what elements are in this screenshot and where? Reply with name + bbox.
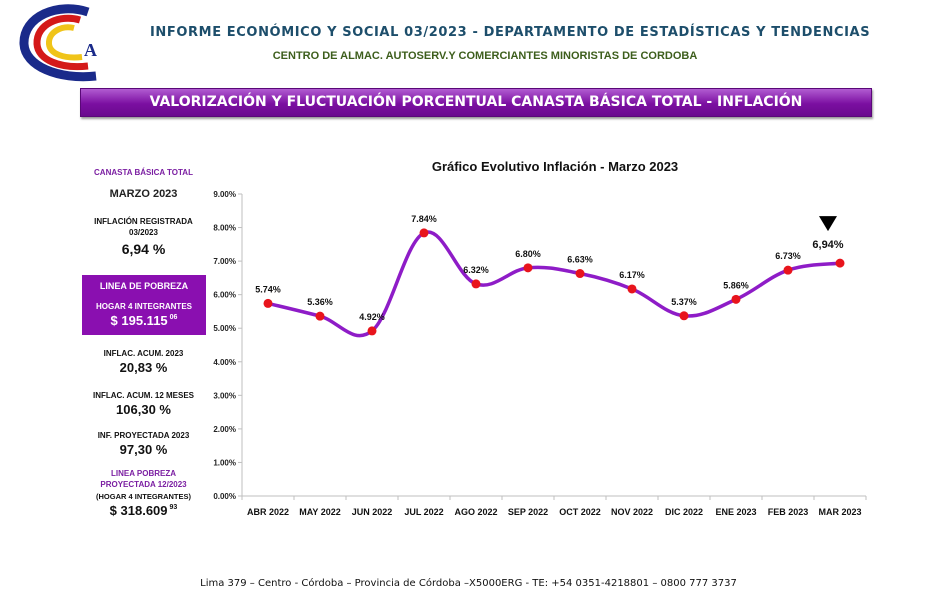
inflacion-label-line1: INFLACIÓN REGISTRADA — [94, 217, 193, 226]
data-point — [471, 279, 481, 289]
canasta-label: CANASTA BÁSICA TOTAL — [94, 168, 193, 177]
pobreza-box: LINEA DE POBREZA HOGAR 4 INTEGRANTES $ 1… — [82, 275, 206, 335]
lp-proy-line2: PROYECTADA 12/2023 — [100, 480, 187, 489]
data-label: 6.32% — [463, 265, 489, 275]
y-tick-label: 4.00% — [213, 358, 236, 367]
lp-proy-label: LINEA POBREZA PROYECTADA 12/2023 — [80, 468, 207, 490]
logo: A — [19, 4, 97, 82]
data-point — [679, 311, 689, 321]
data-label: 5.74% — [255, 284, 281, 294]
logo-letter: A — [84, 40, 97, 60]
y-tick-label: 2.00% — [213, 425, 236, 434]
inflacion-label: INFLACIÓN REGISTRADA 03/2023 — [80, 216, 207, 238]
x-tick-label: OCT 2022 — [559, 507, 601, 517]
data-point — [575, 269, 585, 279]
acum12-label: INFLAC. ACUM. 12 MESES — [92, 391, 195, 400]
pobreza-sub: HOGAR 4 INTEGRANTES — [95, 302, 192, 311]
data-label: 6.80% — [515, 249, 541, 259]
inflation-line-chart: 0.00% 1.00% 2.00% 3.00% 4.00% 5.00% 6.00% 7.00%… — [213, 190, 867, 517]
data-label: 6,94% — [812, 239, 843, 251]
proy-value: 97,30 % — [119, 442, 168, 457]
inflacion-label-line2: 03/2023 — [129, 228, 158, 237]
highlight-arrow-icon — [819, 216, 837, 232]
month-label: MARZO 2023 — [109, 188, 178, 200]
x-tick-label: NOV 2022 — [611, 507, 653, 517]
data-point — [367, 326, 377, 336]
y-tick-label: 5.00% — [213, 324, 236, 333]
x-tick-label: AGO 2022 — [454, 507, 497, 517]
series-line — [266, 230, 842, 338]
lp-proy-value-wrap: $ 318.609 93 — [80, 503, 207, 518]
pobreza-cents: 06 — [169, 314, 178, 321]
x-tick-label: ENE 2023 — [715, 507, 756, 517]
data-point — [731, 294, 741, 304]
x-tick-label: MAY 2022 — [299, 507, 341, 517]
x-tick-label: SEP 2022 — [508, 507, 548, 517]
data-point — [523, 263, 533, 273]
y-tick-label: 8.00% — [213, 224, 236, 233]
data-point — [627, 284, 637, 294]
data-point — [783, 265, 793, 275]
data-label: 6.17% — [619, 270, 645, 280]
lp-proy-sub: (HOGAR 4 INTEGRANTES) — [95, 492, 191, 501]
lp-proy-line1: LINEA POBREZA — [110, 469, 177, 478]
lp-proy-cents: 93 — [169, 504, 178, 511]
x-tick-label: JUL 2022 — [404, 507, 443, 517]
data-point — [315, 311, 325, 321]
report-subtitle: CENTRO DE ALMAC. AUTOSERV.Y COMERCIANTES… — [272, 50, 698, 62]
footer-address: Lima 379 – Centro - Córdoba – Provincia … — [200, 578, 737, 589]
lp-proy-value: $ 318.609 — [109, 503, 168, 518]
data-label: 5.36% — [307, 297, 333, 307]
data-label: 7.84% — [411, 214, 437, 224]
pobreza-value: $ 195.115 — [110, 313, 168, 328]
inflacion-value: 6,94 % — [121, 241, 166, 257]
y-tick-label: 7.00% — [213, 257, 236, 266]
y-tick-label: 9.00% — [213, 190, 236, 199]
data-point — [419, 228, 429, 238]
acum-label: INFLAC. ACUM. 2023 — [103, 349, 184, 358]
pobreza-value-wrap: $ 195.115 06 — [82, 313, 206, 328]
section-banner: VALORIZACIÓN Y FLUCTUACIÓN PORCENTUAL CA… — [80, 88, 872, 117]
data-point — [263, 298, 273, 308]
y-tick-label: 6.00% — [213, 291, 236, 300]
proy-label: INF. PROYECTADA 2023 — [97, 431, 190, 440]
data-point — [835, 258, 845, 268]
x-tick-label: MAR 2023 — [818, 507, 861, 517]
data-label: 6.73% — [775, 251, 801, 261]
data-label: 6.63% — [567, 255, 593, 265]
x-tick-label: JUN 2022 — [352, 507, 393, 517]
data-label: 4.92% — [359, 312, 385, 322]
acum-value: 20,83 % — [119, 360, 168, 375]
x-tick-label: ABR 2022 — [247, 507, 289, 517]
report-title: INFORME ECONÓMICO Y SOCIAL 03/2023 - DEP… — [150, 25, 871, 40]
x-tick-label: DIC 2022 — [665, 507, 703, 517]
y-tick-label: 3.00% — [213, 391, 236, 400]
data-label: 5.37% — [671, 297, 697, 307]
y-tick-label: 0.00% — [213, 492, 236, 501]
acum12-value: 106,30 % — [116, 402, 171, 417]
y-tick-label: 1.00% — [213, 458, 236, 467]
data-label: 5.86% — [723, 280, 749, 290]
x-tick-label: FEB 2023 — [768, 507, 809, 517]
chart-title: Gráfico Evolutivo Inflación - Marzo 2023 — [431, 159, 679, 174]
pobreza-title: LINEA DE POBREZA — [99, 281, 189, 291]
